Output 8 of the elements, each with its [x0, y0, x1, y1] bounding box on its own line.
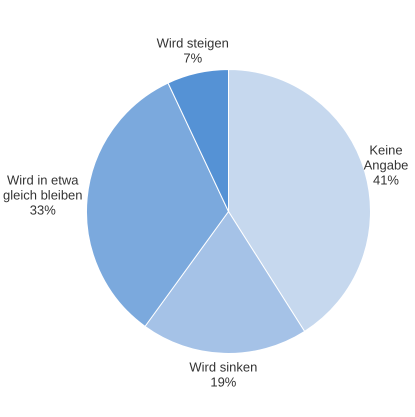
data-label: 19% — [210, 374, 237, 390]
slice-label: Wird steigen — [156, 36, 229, 51]
data-label: 33% — [30, 202, 56, 218]
slice-label: Wird sinken — [189, 359, 258, 374]
slice-label: Keine Angabe — [364, 142, 408, 172]
data-label: 41% — [372, 172, 400, 188]
slice-label: Wird in etwa gleich bleiben — [2, 172, 83, 203]
data-label: 7% — [183, 50, 203, 66]
